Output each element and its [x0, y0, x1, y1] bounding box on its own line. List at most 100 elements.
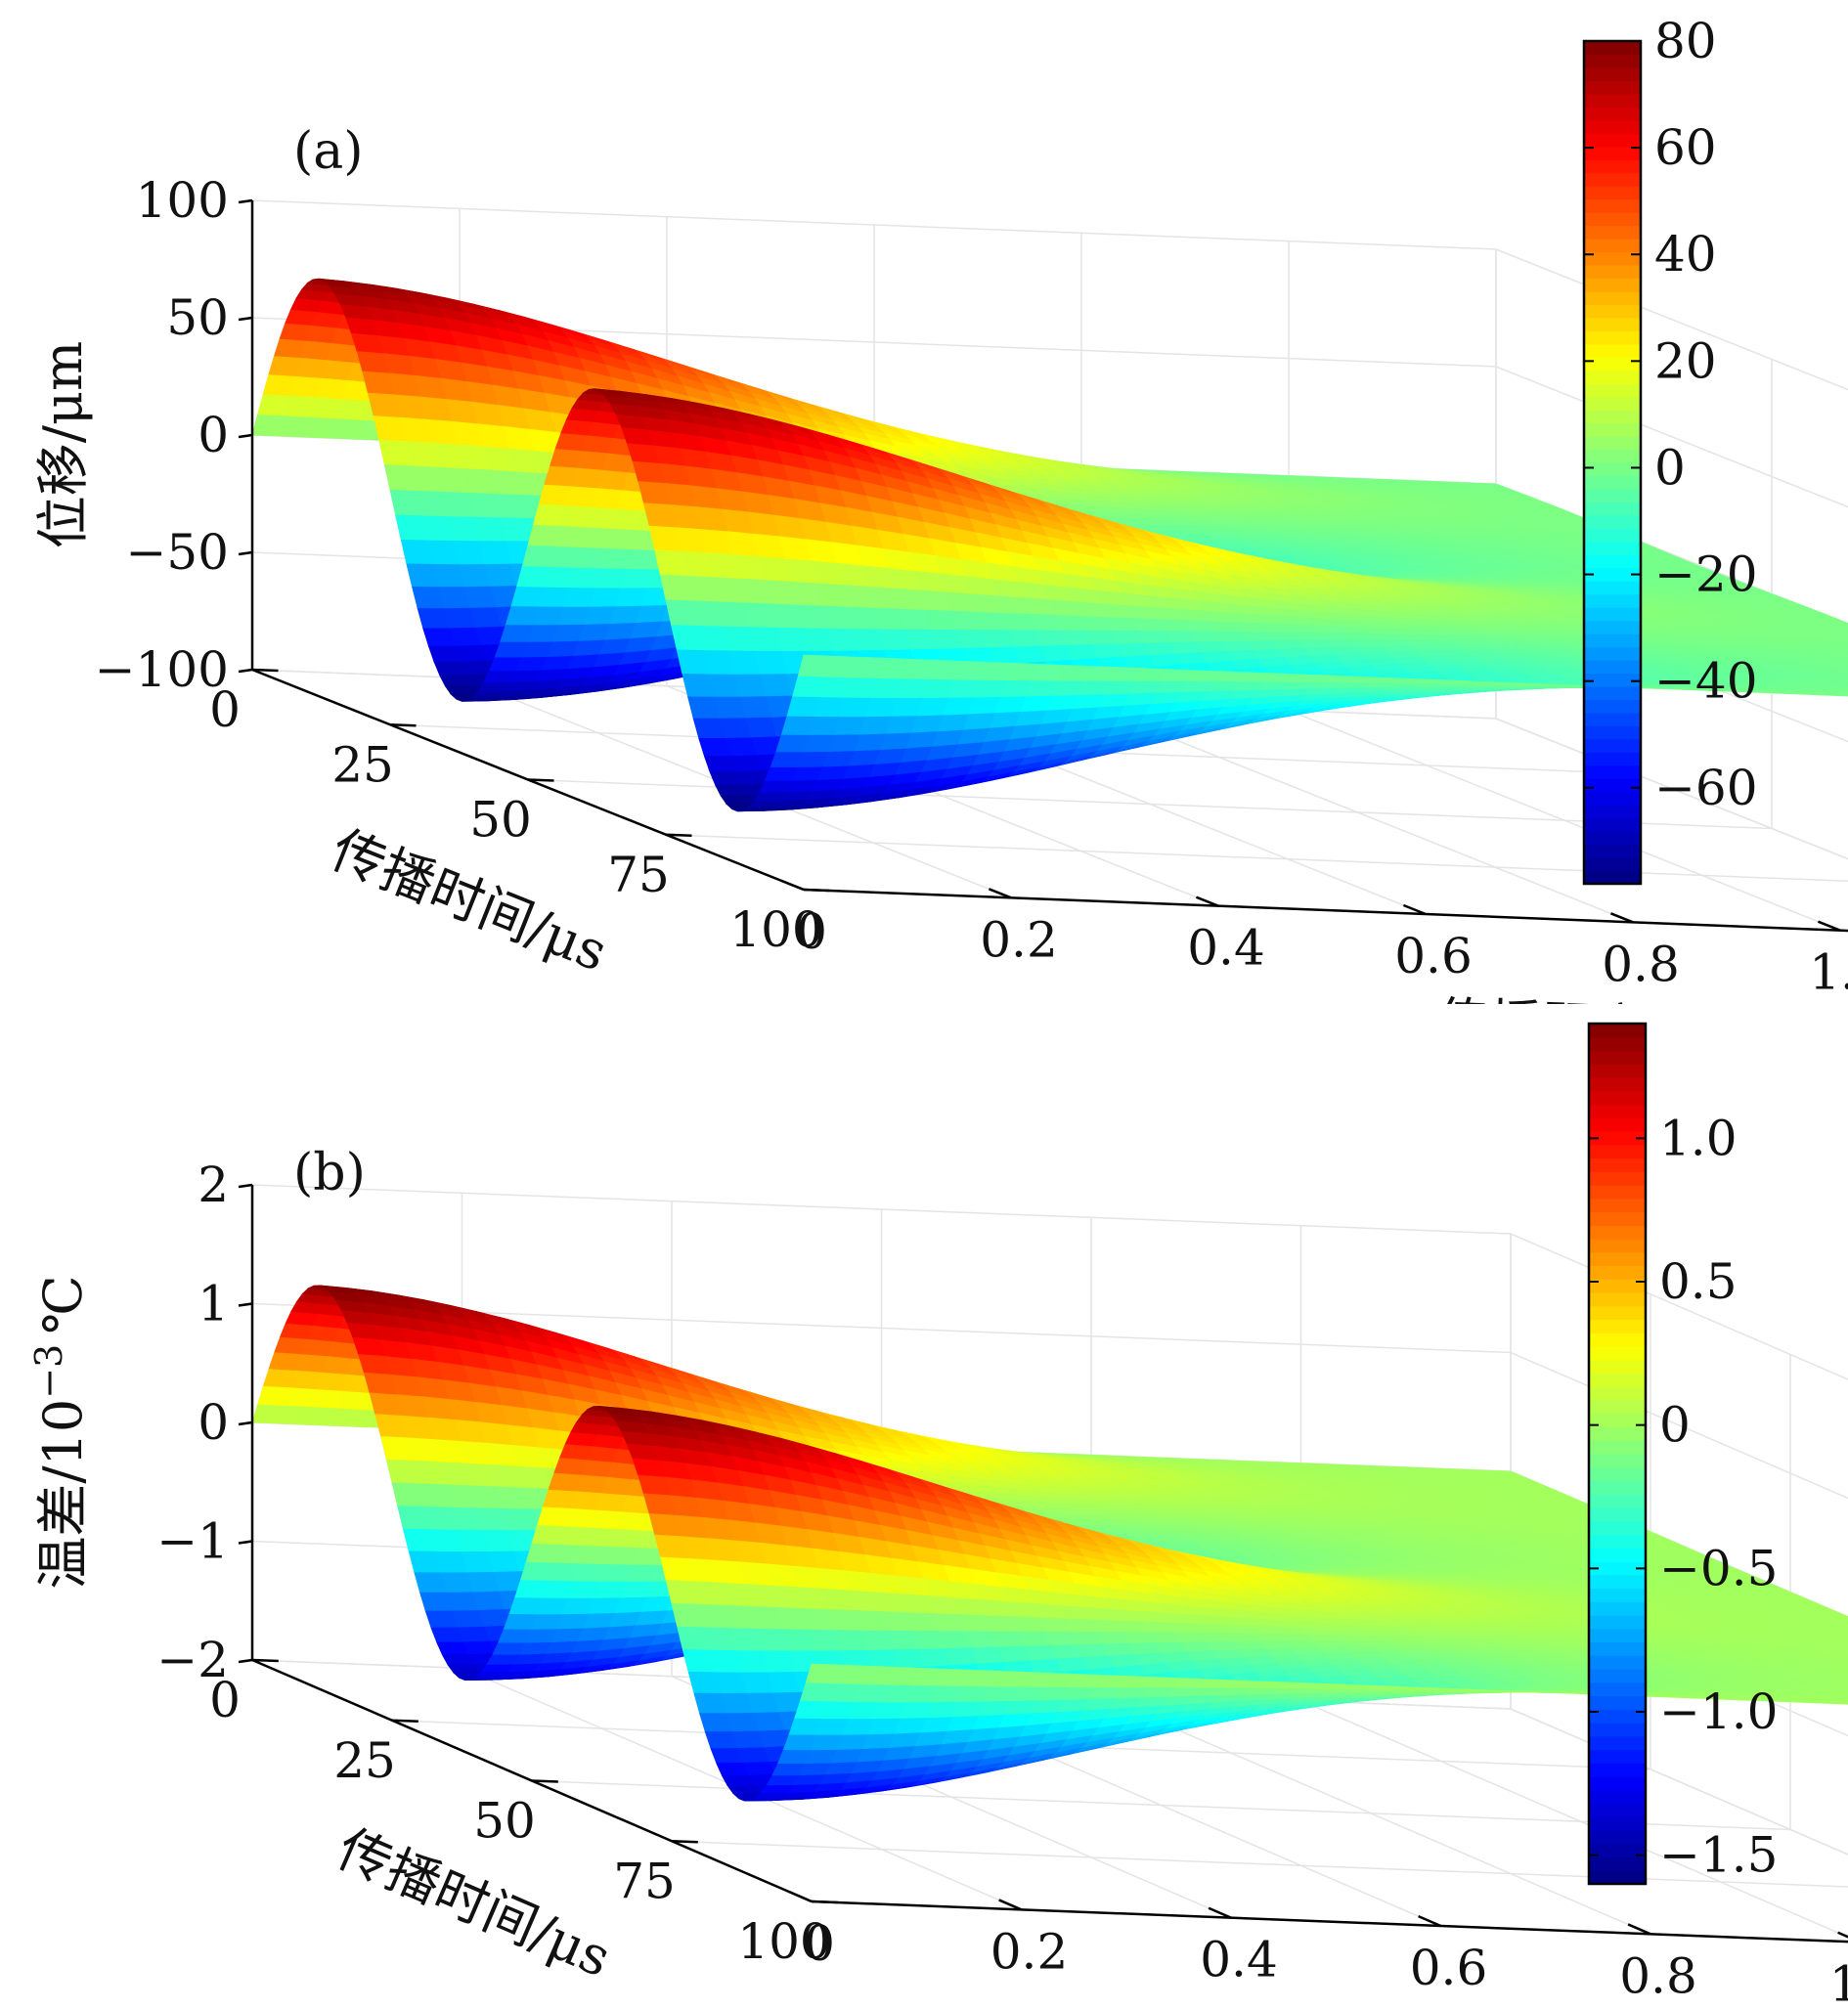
colorbar-tick-label: 60 — [1654, 119, 1717, 176]
colorbar-band — [1584, 370, 1641, 384]
colorbar-band — [1584, 699, 1641, 714]
colorbar-band — [1584, 660, 1641, 675]
colorbar-band — [1584, 844, 1641, 858]
surface-cell — [720, 795, 754, 805]
colorbar-band — [1584, 725, 1641, 740]
colorbar-band — [1584, 198, 1641, 213]
colorbar-band — [1584, 66, 1641, 82]
surface-cell — [505, 605, 539, 626]
surface-cell — [638, 481, 671, 505]
surface-cell — [770, 751, 803, 767]
x-tick-label: 1.0 — [1809, 944, 1848, 1001]
surface-cell — [378, 439, 412, 467]
surface-cell — [527, 523, 560, 546]
colorbar-band — [1584, 673, 1641, 687]
surface-cell — [274, 337, 307, 359]
colorbar-band — [1584, 93, 1641, 108]
surface-cell — [533, 502, 566, 526]
surface-cell — [362, 371, 395, 396]
surface-cell — [747, 800, 781, 808]
grid-line-t-floor — [665, 834, 1848, 883]
colorbar-band — [1584, 436, 1641, 451]
surface-cell — [268, 355, 301, 376]
colorbar-band — [1584, 607, 1641, 622]
surface-cell — [488, 656, 522, 672]
colorbar-band — [1584, 514, 1641, 529]
colorbar-band — [1584, 752, 1641, 766]
colorbar-band — [1584, 278, 1641, 292]
colorbar-band — [1584, 304, 1641, 319]
colorbar-band — [1584, 159, 1641, 174]
colorbar-tick-label: 40 — [1654, 226, 1717, 283]
colorbar-band — [1584, 593, 1641, 608]
colorbar-tick-label: 20 — [1654, 332, 1717, 389]
surface-cell — [417, 608, 450, 630]
surface-cell — [406, 563, 439, 589]
colorbar-band — [1584, 581, 1641, 595]
colorbar-tick-label: −40 — [1654, 653, 1758, 710]
z-tick-mark — [238, 433, 253, 439]
surface-cell — [500, 624, 533, 642]
colorbar-band — [1584, 620, 1641, 634]
surface-cell — [775, 733, 809, 753]
surface-cell — [676, 649, 709, 676]
t-tick-label: 75 — [607, 847, 670, 903]
colorbar-band — [1584, 805, 1641, 819]
colorbar-band — [1584, 225, 1641, 240]
panel-label: (a) — [293, 122, 364, 181]
colorbar-band — [1584, 357, 1641, 371]
colorbar-band — [1584, 764, 1641, 779]
surface-cell — [550, 448, 583, 468]
t-tick-label: 50 — [469, 792, 532, 849]
x-tick-label: 0.8 — [1602, 936, 1680, 992]
surface-cell — [797, 654, 831, 677]
surface-cell — [715, 784, 748, 797]
chart-b-svg: 210−1−200.20.40.60.81.01.20255075100温差/1… — [27, 1022, 1848, 2008]
grid-line-t-floor — [811, 1900, 1848, 1943]
colorbar-band — [1584, 119, 1641, 134]
t-tick-mark — [389, 723, 417, 727]
surface-cell — [703, 756, 737, 773]
surface-cell — [709, 771, 742, 786]
colorbar-band — [1584, 396, 1641, 411]
surface-cell — [285, 309, 318, 326]
x-axis-line — [803, 888, 1848, 933]
surface-cell — [400, 539, 433, 565]
surface-cell — [792, 675, 825, 698]
colorbar-band — [1584, 857, 1641, 872]
colorbar-tick-label: 0 — [1654, 439, 1686, 496]
surface-cell — [439, 675, 472, 687]
colorbar-band — [1584, 330, 1641, 345]
surface-cell — [544, 464, 577, 487]
colorbar-band — [1584, 383, 1641, 398]
chart-a-svg: 100500−50−10000.20.40.60.81.01.202550751… — [32, 13, 1848, 1004]
colorbar-band — [1584, 738, 1641, 753]
surface-cell — [395, 514, 428, 542]
colorbar-band — [1584, 41, 1641, 56]
surface-cell — [759, 779, 792, 793]
surface-cell — [510, 586, 544, 607]
colorbar-band — [1584, 817, 1641, 832]
colorbar-band — [1584, 212, 1641, 227]
surface-cell — [383, 464, 418, 492]
colorbar-band — [1584, 831, 1641, 846]
colorbar-band — [1584, 410, 1641, 424]
surface-cell — [665, 599, 698, 627]
grid-line-x-floor — [1495, 718, 1848, 860]
surface-cell — [262, 373, 295, 396]
colorbar-tick-label: −20 — [1654, 546, 1758, 603]
surface-cell — [554, 432, 588, 452]
z-tick-label: 50 — [166, 289, 229, 346]
t-tick-mark — [803, 888, 830, 893]
surface-cell — [692, 718, 726, 739]
surface-cell — [521, 545, 555, 568]
surface-cell — [671, 625, 704, 651]
surface-cell — [444, 684, 478, 695]
x-tick-mark — [780, 879, 805, 892]
surface-cell — [373, 415, 406, 443]
surface-cell — [367, 392, 401, 418]
surface-cell — [1844, 631, 1848, 633]
colorbar-band — [1584, 54, 1641, 68]
surface-cell — [764, 766, 798, 781]
surface-cell — [516, 565, 550, 588]
